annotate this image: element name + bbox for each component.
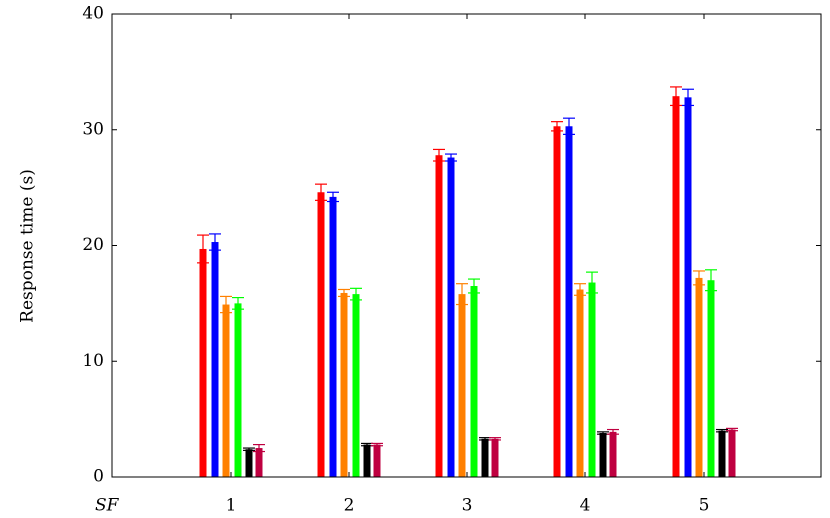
bar xyxy=(491,438,499,477)
bar xyxy=(199,248,207,477)
x-tick-label: 1 xyxy=(226,496,237,516)
bar xyxy=(707,280,715,477)
bar xyxy=(222,304,230,477)
bar xyxy=(317,192,325,477)
bar xyxy=(576,289,584,477)
bar xyxy=(255,448,263,477)
x-tick-label: 2 xyxy=(344,496,355,516)
bar xyxy=(728,429,736,477)
y-tick-label: 0 xyxy=(93,467,104,487)
chart-axes xyxy=(111,13,822,478)
bar xyxy=(599,433,607,477)
chart-marks xyxy=(197,86,738,478)
bar xyxy=(373,444,381,477)
bar xyxy=(470,286,478,477)
bar xyxy=(447,157,455,477)
bar xyxy=(352,294,360,477)
bar xyxy=(481,438,489,477)
x-tick-label: 3 xyxy=(462,496,473,516)
y-tick-label: 20 xyxy=(82,235,104,255)
y-tick-label: 40 xyxy=(82,4,104,24)
bar xyxy=(245,449,253,477)
bar xyxy=(340,292,348,477)
bar xyxy=(553,126,561,477)
bar xyxy=(609,431,617,477)
chart-labels: 0 10 20 30 40 1 2 3 4 5 xyxy=(82,4,709,516)
y-axis-label: Response time (s) xyxy=(18,169,38,323)
bar xyxy=(718,430,726,477)
x-tick-label: 5 xyxy=(699,496,710,516)
bar xyxy=(363,444,371,477)
y-tick-label: 30 xyxy=(82,119,104,139)
bar xyxy=(458,294,466,477)
bar xyxy=(329,196,337,477)
x-axis-label: SF xyxy=(95,496,120,516)
bar xyxy=(565,126,573,477)
y-tick-label: 10 xyxy=(82,351,104,371)
x-tick-label: 4 xyxy=(580,496,591,516)
bar xyxy=(695,277,703,477)
bar xyxy=(435,155,443,477)
bar xyxy=(672,96,680,478)
bar xyxy=(684,97,692,477)
bar xyxy=(588,282,596,477)
bar xyxy=(211,242,219,477)
bar xyxy=(234,303,242,477)
